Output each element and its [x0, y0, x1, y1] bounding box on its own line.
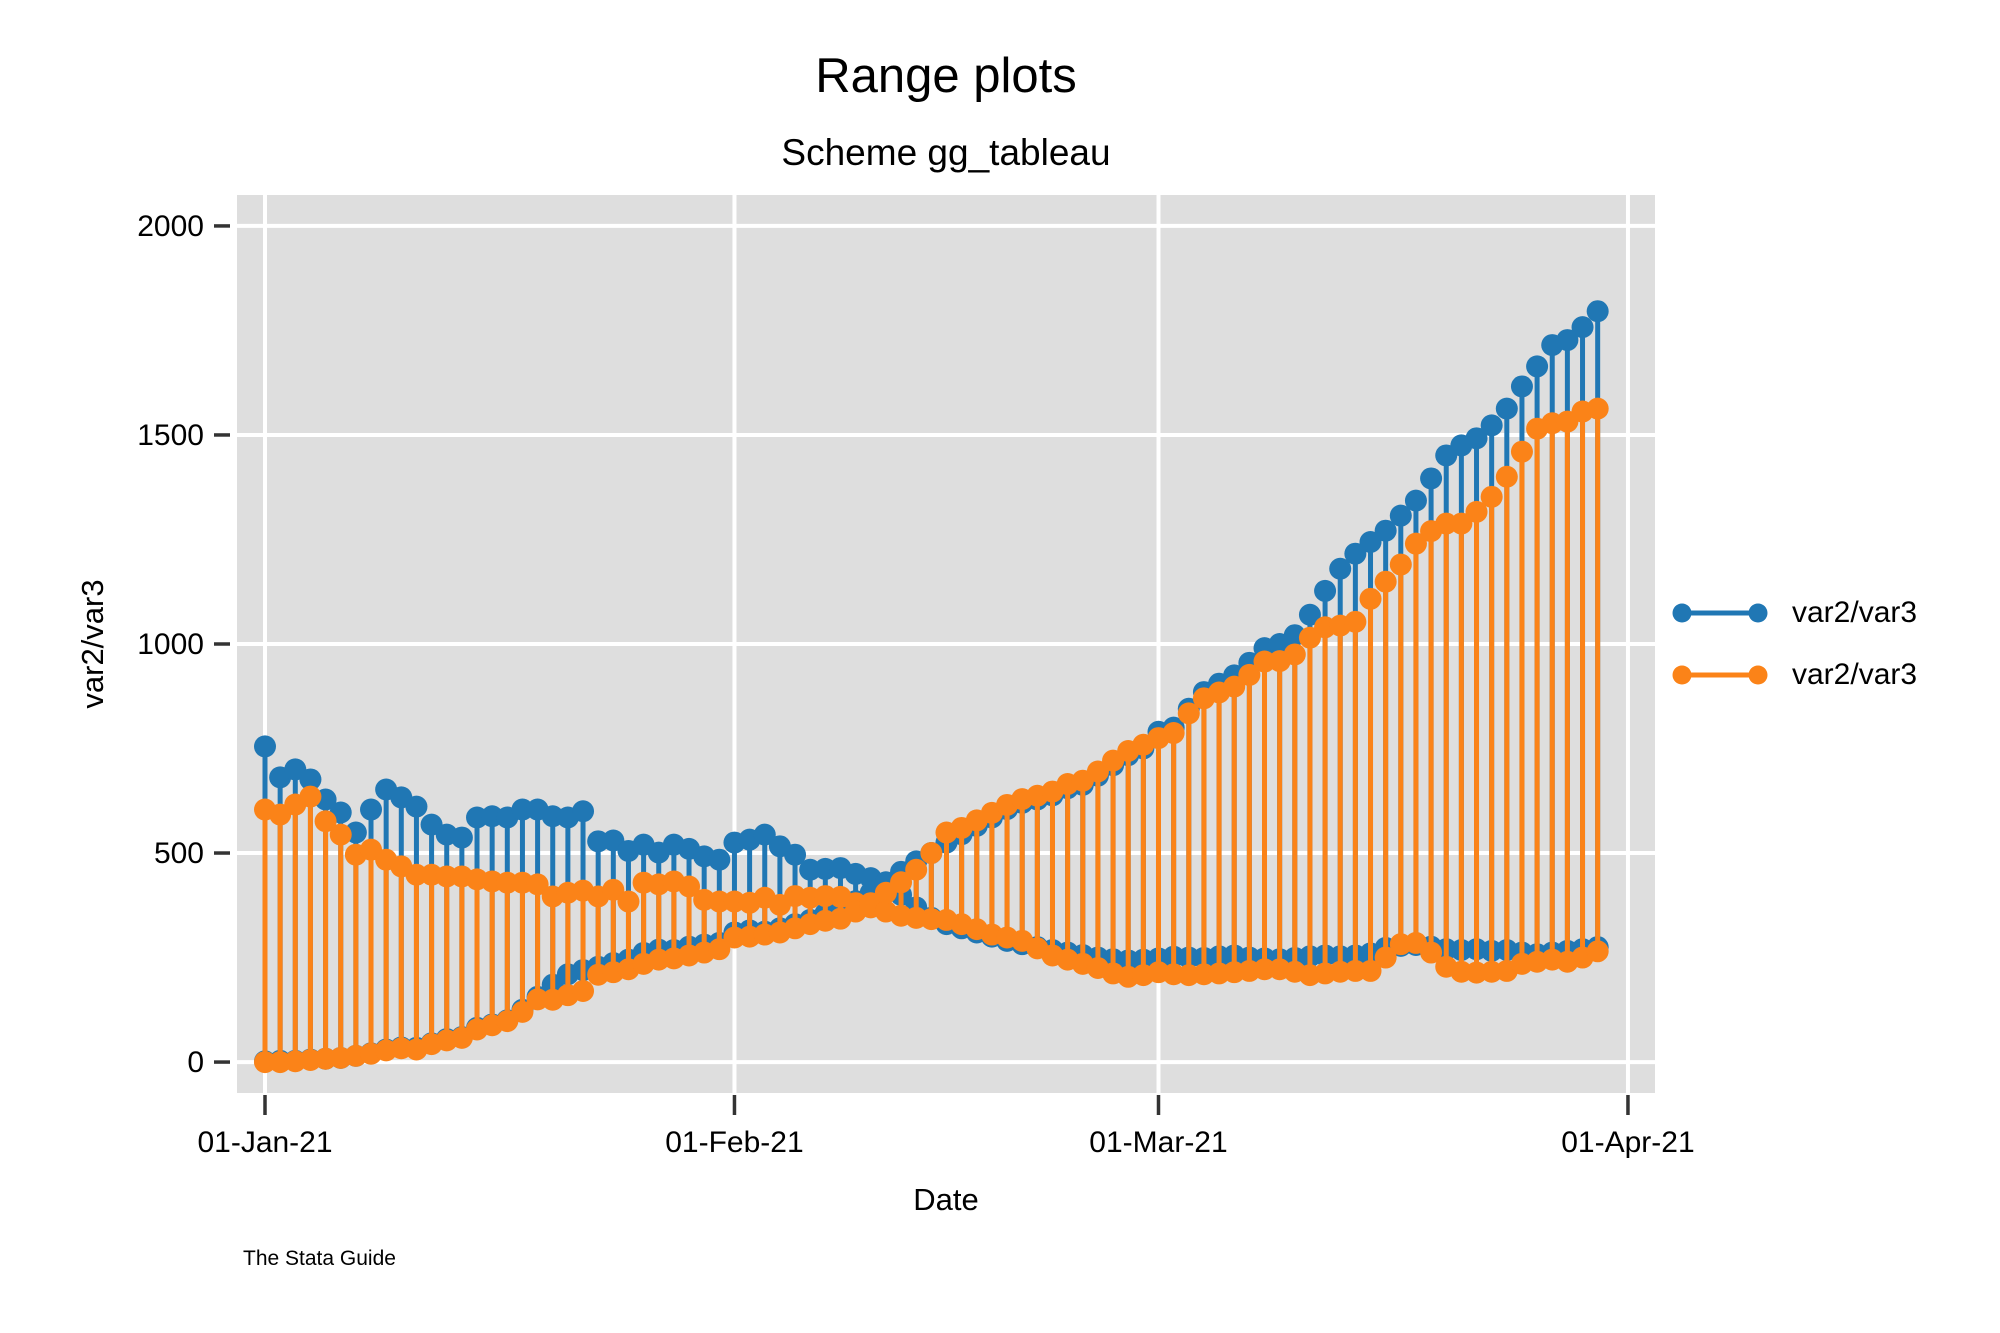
chart-subtitle: Scheme gg_tableau: [781, 132, 1111, 173]
chart-title: Range plots: [815, 49, 1077, 103]
svg-text:0: 0: [187, 1046, 204, 1079]
svg-text:01-Jan-21: 01-Jan-21: [197, 1126, 332, 1159]
legend-item: var2/var3: [1670, 658, 1917, 692]
svg-text:01-Mar-21: 01-Mar-21: [1089, 1126, 1227, 1159]
legend: var2/var3 var2/var3: [1670, 596, 1917, 692]
svg-text:01-Apr-21: 01-Apr-21: [1561, 1126, 1694, 1159]
svg-text:01-Feb-21: 01-Feb-21: [665, 1126, 803, 1159]
svg-text:1000: 1000: [137, 628, 204, 661]
svg-text:2000: 2000: [137, 210, 204, 243]
svg-text:1500: 1500: [137, 419, 204, 452]
legend-item-label: var2/var3: [1792, 658, 1918, 691]
x-axis-title: Date: [913, 1182, 979, 1217]
legend-key-line-dots-icon: [1672, 665, 1768, 685]
watermark-text: The Stata Guide: [243, 1247, 396, 1270]
legend-key-line-dots-icon: [1672, 603, 1768, 623]
y-axis-title: var2/var3: [75, 579, 110, 709]
legend-item-label: var2/var3: [1792, 596, 1918, 629]
legend-item: var2/var3: [1670, 596, 1917, 630]
svg-text:500: 500: [154, 837, 204, 870]
